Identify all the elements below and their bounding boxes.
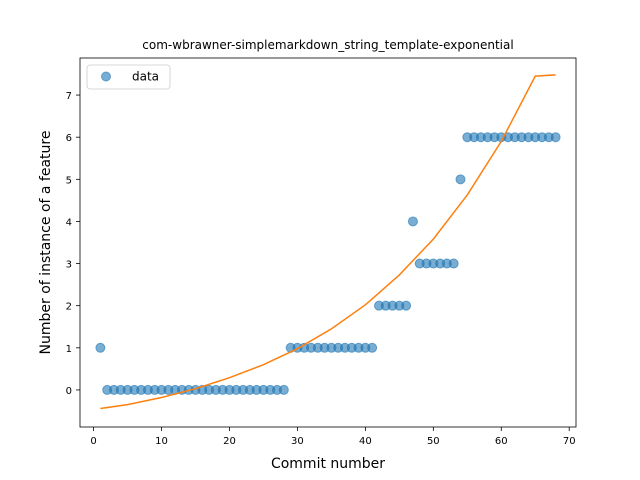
x-tick-label: 10 bbox=[155, 436, 168, 447]
y-axis-label: Number of instance of a feature bbox=[38, 131, 54, 355]
y-tick-label: 2 bbox=[66, 302, 72, 313]
x-tick-label: 70 bbox=[563, 436, 576, 447]
x-tick-label: 30 bbox=[291, 436, 304, 447]
x-axis: 0 10 20 30 40 50 60 70 bbox=[90, 427, 576, 447]
plot-frame bbox=[79, 57, 577, 428]
x-tick-label: 20 bbox=[223, 436, 236, 447]
x-tick-label: 0 bbox=[90, 436, 96, 447]
data-point bbox=[367, 342, 378, 353]
y-tick-label: 4 bbox=[66, 217, 72, 228]
y-tick-label: 0 bbox=[66, 386, 72, 397]
plot-area bbox=[95, 74, 561, 410]
data-point bbox=[448, 258, 459, 269]
y-tick-label: 1 bbox=[66, 344, 72, 355]
x-axis-label: Commit number bbox=[271, 456, 385, 472]
legend-marker-data bbox=[101, 71, 111, 82]
data-point bbox=[278, 384, 289, 395]
legend-box bbox=[86, 64, 171, 90]
legend-label-data: data bbox=[132, 70, 159, 84]
y-tick-label: 7 bbox=[66, 91, 72, 102]
x-tick-label: 60 bbox=[495, 436, 508, 447]
y-tick-label: 3 bbox=[66, 260, 72, 271]
data-point bbox=[550, 132, 561, 143]
y-tick-label: 5 bbox=[66, 175, 72, 186]
legend: data bbox=[86, 64, 171, 90]
chart-title: com-wbrawner-simplemarkdown_string_templ… bbox=[142, 38, 513, 52]
x-tick-label: 50 bbox=[427, 436, 440, 447]
y-axis: 0 1 2 3 4 5 6 7 bbox=[66, 91, 80, 397]
y-tick-label: 6 bbox=[66, 133, 72, 144]
data-point bbox=[407, 216, 418, 227]
x-tick-label: 40 bbox=[359, 436, 372, 447]
fit-curve bbox=[100, 74, 556, 410]
data-point bbox=[95, 342, 106, 353]
data-point bbox=[401, 300, 412, 311]
data-point bbox=[455, 174, 466, 185]
